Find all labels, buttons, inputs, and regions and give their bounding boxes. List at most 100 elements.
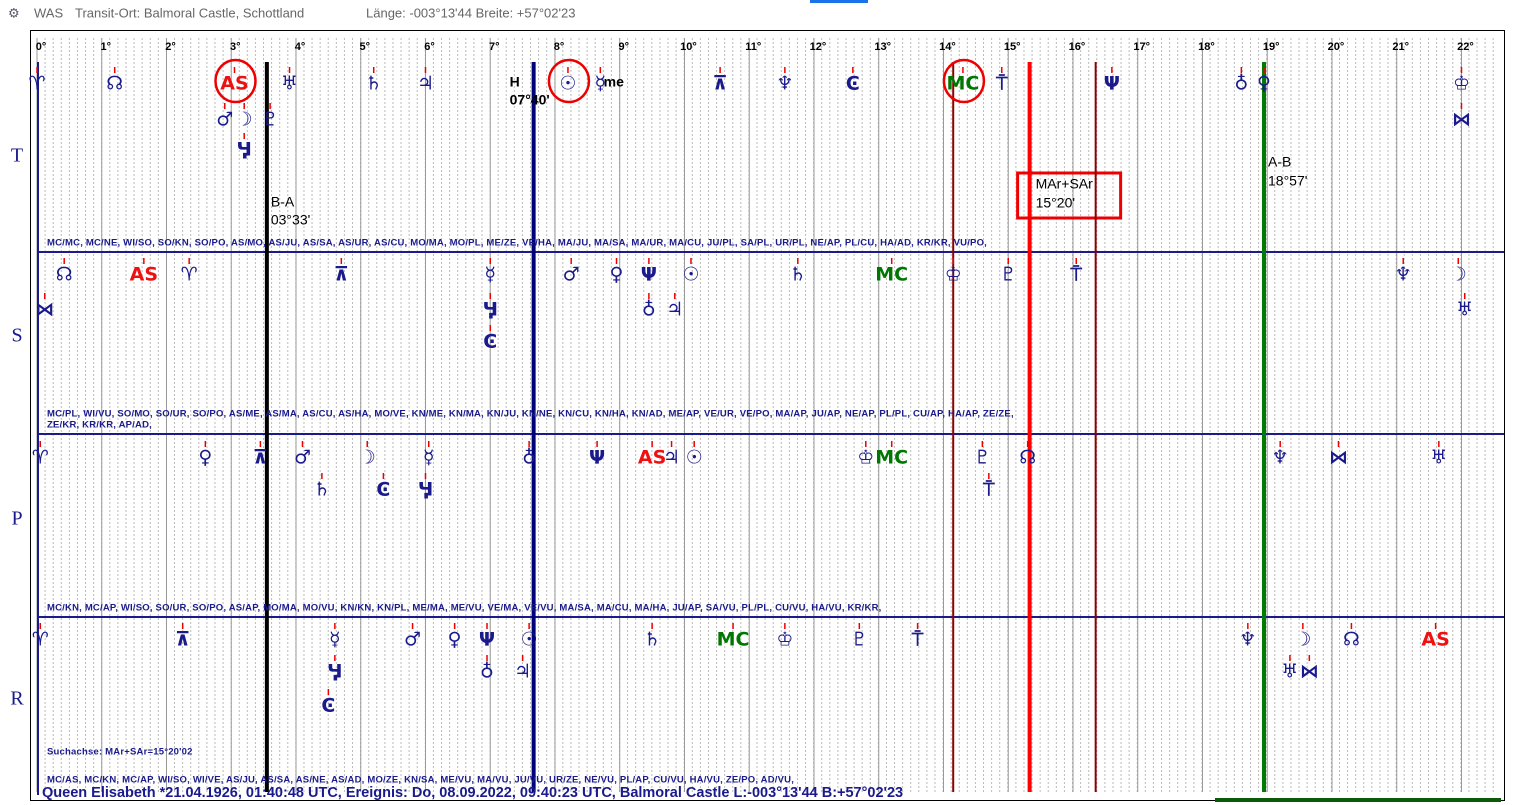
app-name: WAS	[34, 5, 63, 20]
planet-glyph: ☊	[1343, 629, 1360, 651]
planet-glyph: ♀	[198, 447, 212, 469]
planet-glyph: ♇	[262, 109, 279, 131]
planet-glyph: MC	[875, 447, 908, 469]
planet-glyph: ♆	[776, 73, 793, 95]
axis-label: MAr+SAr	[1036, 176, 1094, 192]
planet-glyph: ♄	[365, 73, 382, 95]
footer: Queen Elisabeth *21.04.1926, 01:40:48 UT…	[42, 785, 903, 801]
planet-glyph: ♂	[294, 447, 311, 469]
planet-glyph: MC	[717, 629, 750, 651]
degree-label: 1°	[100, 41, 111, 53]
planet-glyph: Ψ	[641, 264, 657, 286]
degree-label: 19°	[1263, 41, 1280, 53]
planet-glyph: ♈	[32, 447, 49, 469]
degree-label: 3°	[230, 41, 241, 53]
planet-glyph: ☊	[1019, 447, 1036, 469]
planet-glyph: ♇	[974, 447, 991, 469]
degree-label: 5°	[359, 41, 370, 53]
planet-glyph: ♆	[1395, 264, 1412, 286]
planet-glyph: ⍑	[982, 479, 995, 501]
row-label: T	[11, 145, 23, 167]
planet-glyph: Ψ	[479, 629, 495, 651]
planet-glyph: Ӌ	[483, 299, 498, 321]
axis-label: 03°33'	[271, 212, 310, 228]
planet-glyph: ♂	[404, 629, 421, 651]
planet-glyph: ♔	[945, 264, 962, 286]
planet-glyph: ☉	[521, 629, 538, 651]
planet-glyph: ⊼	[334, 264, 349, 286]
planet-glyph: ♈	[32, 629, 49, 651]
planet-glyph: ♇	[851, 629, 868, 651]
degree-label: 16°	[1069, 41, 1086, 53]
axis-label: me	[604, 74, 624, 90]
planet-glyph: ♃	[514, 661, 531, 683]
planet-glyph: ☉	[559, 73, 576, 95]
row-label: R	[10, 688, 24, 710]
midpoint-list: MC/MC, MC/NE, WI/SO, SO/KN, SO/PO, AS/MO…	[47, 238, 987, 249]
planet-glyph: ⍑	[1070, 264, 1083, 286]
degree-label: 17°	[1133, 41, 1150, 53]
planet-glyph: ⊼	[712, 73, 727, 95]
degree-label: 14°	[939, 41, 956, 53]
planet-glyph: ⍑	[995, 73, 1008, 95]
degree-label: 2°	[165, 41, 176, 53]
degree-label: 20°	[1328, 41, 1345, 53]
highlight-circle	[547, 58, 591, 104]
planet-glyph: Ͼ	[483, 331, 497, 353]
search-axis: Suchachse: MAr+SAr=15°20'02	[47, 747, 193, 758]
planet-glyph: ⊼	[253, 447, 268, 469]
planet-glyph: ♅	[1430, 447, 1447, 469]
planet-glyph: ♆	[1272, 447, 1289, 469]
degree-label: 7°	[489, 41, 500, 53]
planet-glyph: Ӌ	[418, 479, 433, 501]
axis-label: 07°40'	[510, 92, 550, 108]
planet-glyph: ♅	[1456, 299, 1473, 321]
planet-glyph: ☿	[594, 73, 606, 95]
planet-glyph: ♔	[1453, 73, 1470, 95]
planet-glyph: AS	[638, 447, 666, 469]
planet-glyph: ☽	[1294, 629, 1311, 651]
planet-glyph: MC	[946, 73, 979, 95]
degree-label: 13°	[874, 41, 891, 53]
planet-glyph: ⍑	[911, 629, 924, 651]
highlight-circle	[942, 58, 986, 104]
planet-glyph: ♅	[1281, 661, 1298, 683]
footer-bar	[1215, 798, 1501, 802]
midpoint-list: MC/KN, MC/AP, WI/SO, SO/UR, SO/PO, AS/AP…	[47, 603, 881, 614]
planet-glyph: ♂	[216, 109, 233, 131]
planet-glyph: ♈	[181, 264, 198, 286]
planet-glyph: ☊	[56, 264, 73, 286]
planet-glyph: ☿	[484, 264, 496, 286]
planet-glyph: ☿	[329, 629, 341, 651]
planet-glyph: ☽	[236, 109, 253, 131]
planet-glyph: ⊼	[175, 629, 190, 651]
degree-label: 21°	[1392, 41, 1409, 53]
title-bar	[0, 0, 1530, 28]
planet-glyph: ☽	[1450, 264, 1467, 286]
planet-glyph: Ͼ	[376, 479, 390, 501]
planet-glyph: ♁	[480, 661, 494, 683]
planet-glyph: ♃	[663, 447, 680, 469]
planet-glyph: AS	[130, 264, 158, 286]
planet-glyph: ☉	[682, 264, 699, 286]
planet-glyph: Ͼ	[846, 73, 860, 95]
planet-glyph: ☿	[423, 447, 435, 469]
planet-glyph: Ψ	[1104, 73, 1120, 95]
planet-glyph: ♅	[281, 73, 298, 95]
app-icon: ⚙	[8, 5, 20, 20]
degree-label: 4°	[295, 41, 306, 53]
planet-glyph: Ͼ	[321, 695, 335, 717]
planet-glyph: AS	[1421, 629, 1449, 651]
planet-glyph: ♀	[610, 264, 624, 286]
planet-glyph: ⋈	[1329, 447, 1348, 469]
planet-glyph: ♀	[448, 629, 462, 651]
axis-label: 15°20'	[1036, 195, 1075, 211]
tab-indicator	[810, 0, 868, 3]
planet-glyph: ♈	[28, 73, 45, 95]
planet-glyph: AS	[220, 73, 248, 95]
planet-glyph: ♆	[1239, 629, 1256, 651]
planet-glyph: ♁	[1234, 73, 1248, 95]
planet-glyph: ♃	[417, 73, 434, 95]
